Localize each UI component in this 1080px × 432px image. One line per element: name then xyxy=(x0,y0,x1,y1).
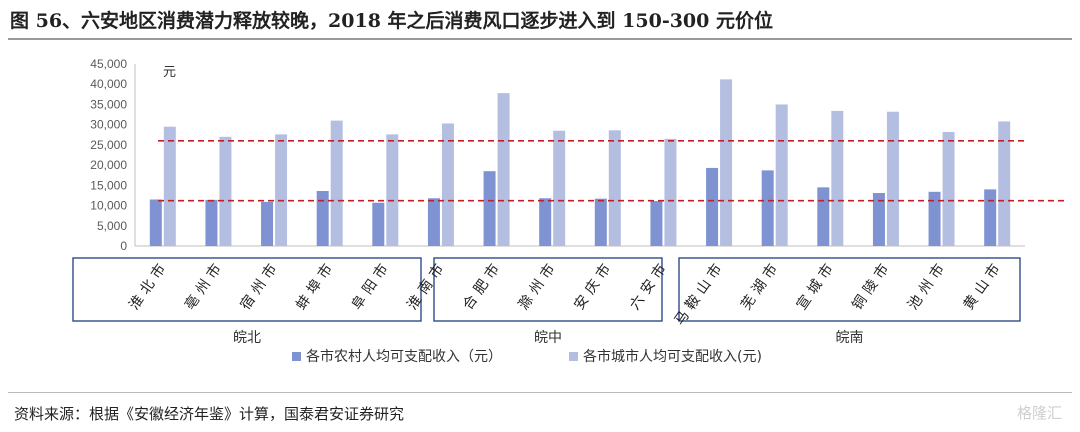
y-tick-label: 10,000 xyxy=(90,199,127,213)
category-label: 淮北市 xyxy=(125,257,172,313)
bar-rural xyxy=(817,187,830,246)
bar-urban xyxy=(553,130,566,246)
legend-label: 各市城市人均可支配收入(元) xyxy=(583,348,762,365)
group-label: 皖南 xyxy=(836,330,864,346)
group-label: 皖北 xyxy=(233,330,261,346)
y-axis-unit-label: 元 xyxy=(163,65,176,80)
bar-rural xyxy=(706,167,719,246)
bar-rural xyxy=(872,193,885,246)
bar-rural xyxy=(372,202,385,246)
y-tick-label: 45,000 xyxy=(90,57,127,71)
y-tick-label: 15,000 xyxy=(90,178,127,192)
bar-urban xyxy=(886,111,899,246)
bar-urban xyxy=(664,138,677,246)
category-label: 蚌埠市 xyxy=(292,257,339,313)
bar-rural xyxy=(483,171,496,246)
category-label: 亳州市 xyxy=(181,257,228,313)
category-label: 阜阳市 xyxy=(348,257,395,313)
legend-label: 各市农村人均可支配收入（元） xyxy=(306,348,502,365)
bar-rural xyxy=(316,190,329,246)
y-tick-label: 20,000 xyxy=(90,158,127,172)
bar-rural xyxy=(761,170,774,246)
bar-urban xyxy=(608,130,621,246)
bar-rural xyxy=(928,191,941,246)
bar-rural xyxy=(261,201,274,246)
bar-urban xyxy=(775,104,788,246)
bar-urban xyxy=(386,134,399,246)
bar-urban xyxy=(998,121,1011,246)
bar-urban xyxy=(163,126,176,246)
group-box xyxy=(72,257,422,322)
bar-urban xyxy=(831,110,844,246)
legend-swatch xyxy=(569,352,578,361)
y-tick-label: 0 xyxy=(120,239,127,253)
bar-urban xyxy=(330,120,343,246)
category-label: 滁州市 xyxy=(515,257,562,313)
group-label: 皖中 xyxy=(534,330,562,346)
category-label: 合肥市 xyxy=(459,257,506,313)
category-label: 宣城市 xyxy=(793,257,840,313)
title-rule xyxy=(8,38,1072,40)
category-label: 安庆市 xyxy=(570,257,617,313)
category-label: 黄山市 xyxy=(960,257,1007,313)
category-label: 池州市 xyxy=(904,257,951,313)
bar-rural xyxy=(594,198,607,246)
bar-rural xyxy=(205,199,218,246)
category-label: 芜湖市 xyxy=(737,257,784,313)
bar-urban xyxy=(720,79,733,246)
axis-layer: 0 5,000 10,000 15,000 20,000 25,000 30,000 35,0… xyxy=(90,57,1025,253)
y-tick-label: 5,000 xyxy=(97,219,127,233)
category-label: 铜陵市 xyxy=(849,257,896,313)
bars-layer xyxy=(149,79,1011,247)
y-tick-label: 25,000 xyxy=(90,138,127,152)
bar-urban xyxy=(441,123,454,246)
y-tick-label: 30,000 xyxy=(90,118,127,132)
category-label: 宿州市 xyxy=(237,257,284,313)
source-rule xyxy=(8,392,1072,393)
bar-urban xyxy=(497,93,510,247)
bar-urban xyxy=(219,136,232,246)
reference-lines-layer xyxy=(158,140,1068,202)
bar-urban xyxy=(275,134,288,246)
bar-rural xyxy=(650,201,663,246)
legend: 各市农村人均可支配收入（元） 各市城市人均可支配收入(元) xyxy=(292,348,762,365)
bar-rural xyxy=(539,198,552,246)
figure-source: 资料来源：根据《安徽经济年鉴》计算，国泰君安证券研究 xyxy=(14,405,405,423)
y-tick-label: 40,000 xyxy=(90,77,127,91)
bar-rural xyxy=(149,199,162,246)
figure-title: 图 56、六安地区消费潜力释放较晚，2018 年之后消费风口逐步进入到 150-… xyxy=(10,10,773,32)
group-box xyxy=(433,257,663,322)
bar-rural xyxy=(984,189,997,246)
group-box xyxy=(678,257,1021,322)
category-label: 淮南市 xyxy=(404,257,451,313)
y-tick-label: 35,000 xyxy=(90,97,127,111)
watermark: 格隆汇 xyxy=(1016,404,1062,422)
bar-urban xyxy=(942,131,955,246)
bar-rural xyxy=(427,198,440,246)
legend-swatch xyxy=(292,352,301,361)
category-label: 六安市 xyxy=(626,257,673,313)
